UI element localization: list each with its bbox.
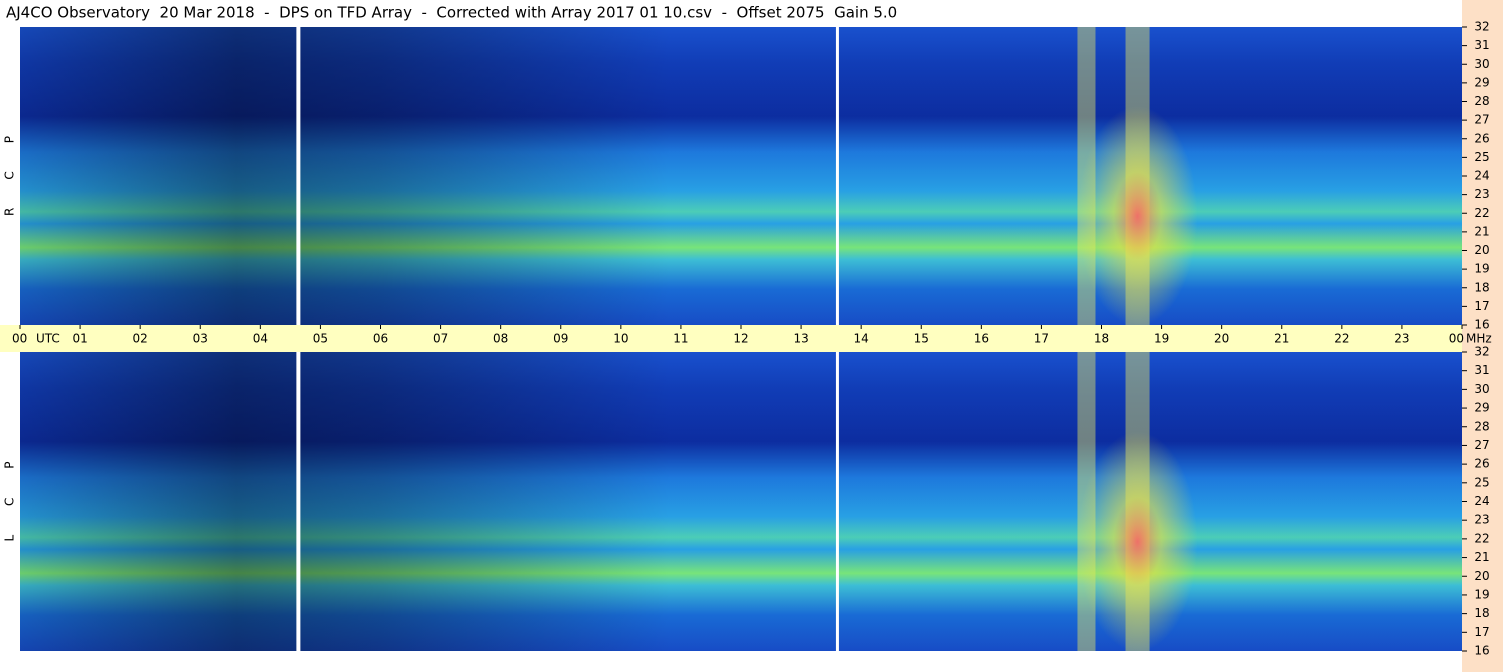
y-tick-label: 19 (1474, 262, 1489, 276)
panel-label: L C P (3, 462, 17, 542)
panel-label: R C P (3, 136, 17, 216)
x-tick-label: 21 (1274, 332, 1289, 346)
data-gap (296, 352, 301, 651)
x-tick-label: 15 (914, 332, 929, 346)
y-tick-label: 23 (1474, 187, 1489, 201)
x-tick-label: 18 (1094, 332, 1109, 346)
x-tick-label: 16 (974, 332, 989, 346)
right-axis-column (1462, 0, 1503, 672)
x-tick-label: 09 (553, 332, 568, 346)
y-tick-label: 23 (1474, 513, 1489, 527)
y-tick-label: 17 (1474, 625, 1489, 639)
y-tick-label: 31 (1474, 38, 1489, 52)
x-tick-label: 04 (253, 332, 268, 346)
y-tick-label: 31 (1474, 363, 1489, 377)
data-gap (296, 27, 301, 325)
y-tick-label: 19 (1474, 587, 1489, 601)
x-tick-label: 03 (193, 332, 208, 346)
x-tick-label: 14 (854, 332, 869, 346)
y-tick-label: 21 (1474, 550, 1489, 564)
x-tick-label: 19 (1154, 332, 1169, 346)
chart-title: AJ4CO Observatory 20 Mar 2018 - DPS on T… (6, 4, 897, 22)
x-tick-label: 00 (12, 332, 27, 346)
spectrogram-shading (20, 27, 1462, 325)
y-tick-label: 32 (1474, 20, 1489, 34)
x-axis-label: UTC (36, 332, 60, 346)
x-tick-label: 05 (313, 332, 328, 346)
y-tick-label: 29 (1474, 75, 1489, 89)
y-tick-label: 28 (1474, 94, 1489, 108)
y-tick-label: 30 (1474, 57, 1489, 71)
x-tick-label: 11 (673, 332, 688, 346)
x-tick-label: 00 (1449, 332, 1464, 346)
y-tick-label: 22 (1474, 531, 1489, 545)
x-tick-label: 07 (433, 332, 448, 346)
y-tick-label: 18 (1474, 280, 1489, 294)
y-tick-label: 26 (1474, 457, 1489, 471)
x-tick-label: 02 (133, 332, 148, 346)
x-tick-label: 06 (373, 332, 388, 346)
y-tick-label: 24 (1474, 494, 1489, 508)
y-tick-label: 16 (1474, 318, 1489, 332)
x-tick-label: 17 (1034, 332, 1049, 346)
time-axis-strip (0, 325, 1462, 352)
y-tick-label: 25 (1474, 150, 1489, 164)
y-tick-label: 20 (1474, 243, 1489, 257)
x-tick-label: 08 (493, 332, 508, 346)
x-tick-label: 01 (72, 332, 87, 346)
y-tick-label: 16 (1474, 644, 1489, 658)
spectrogram-shading (20, 352, 1462, 651)
y-tick-label: 24 (1474, 169, 1489, 183)
y-tick-label: 27 (1474, 438, 1489, 452)
burst (1077, 106, 1198, 326)
y-tick-label: 25 (1474, 475, 1489, 489)
y-tick-label: 30 (1474, 382, 1489, 396)
burst (1077, 431, 1198, 652)
y-tick-label: 21 (1474, 224, 1489, 238)
x-tick-label: 12 (733, 332, 748, 346)
x-tick-label: 10 (613, 332, 628, 346)
data-gap (835, 352, 839, 651)
y-tick-label: 27 (1474, 113, 1489, 127)
y-tick-label: 17 (1474, 299, 1489, 313)
y-tick-label: 18 (1474, 606, 1489, 620)
x-tick-label: 13 (793, 332, 808, 346)
x-tick-label: 20 (1214, 332, 1229, 346)
x-tick-label: 22 (1334, 332, 1349, 346)
y-axis-label: MHz (1466, 332, 1492, 346)
data-gap (835, 27, 839, 325)
x-tick-label: 23 (1394, 332, 1409, 346)
y-tick-label: 20 (1474, 569, 1489, 583)
y-tick-label: 22 (1474, 206, 1489, 220)
y-tick-label: 29 (1474, 401, 1489, 415)
y-tick-label: 28 (1474, 419, 1489, 433)
y-tick-label: 26 (1474, 131, 1489, 145)
y-tick-label: 32 (1474, 345, 1489, 359)
